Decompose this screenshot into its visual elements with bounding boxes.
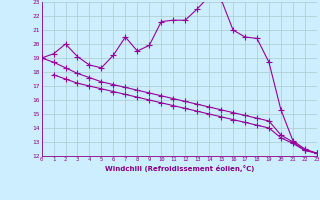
X-axis label: Windchill (Refroidissement éolien,°C): Windchill (Refroidissement éolien,°C) bbox=[105, 165, 254, 172]
